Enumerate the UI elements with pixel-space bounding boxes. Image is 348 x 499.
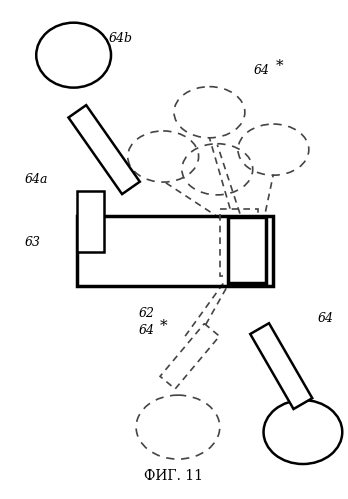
Bar <box>220 209 258 275</box>
Text: 62: 62 <box>139 307 155 320</box>
Bar <box>77 216 274 286</box>
Text: 64a: 64a <box>24 173 48 186</box>
Bar <box>77 191 104 252</box>
Bar <box>69 105 140 194</box>
Text: ФИГ. 11: ФИГ. 11 <box>144 470 204 484</box>
Text: 63: 63 <box>24 236 40 249</box>
Text: *: * <box>275 59 283 73</box>
Text: 64b: 64b <box>109 31 133 44</box>
Bar <box>160 323 220 389</box>
Bar <box>250 323 312 409</box>
Text: 64: 64 <box>254 64 270 77</box>
Bar <box>228 217 266 283</box>
Text: 64: 64 <box>318 312 334 325</box>
Text: 64: 64 <box>139 324 155 337</box>
Text: *: * <box>160 319 168 333</box>
